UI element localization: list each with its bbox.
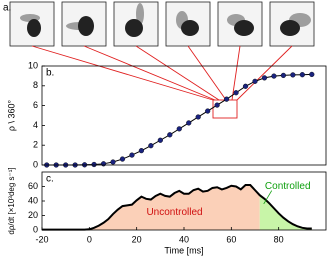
- y-tick-label: 0: [33, 159, 38, 169]
- y-tick-label: 6: [33, 100, 38, 110]
- point: [148, 143, 154, 149]
- point: [205, 108, 211, 114]
- connector: [236, 45, 293, 101]
- fly: [78, 16, 94, 36]
- region-label: Uncontrolled: [146, 207, 202, 218]
- connector: [231, 45, 241, 101]
- point: [195, 114, 201, 120]
- x-tick-label: 20: [132, 234, 142, 244]
- fly-wing: [136, 3, 144, 25]
- point: [280, 72, 287, 79]
- point: [299, 72, 305, 78]
- pointer: [263, 190, 273, 205]
- point: [129, 152, 135, 158]
- x-tick-label: -20: [35, 234, 48, 244]
- x-tick-label: 60: [226, 234, 236, 244]
- x-axis-label: Time [ms]: [164, 245, 203, 255]
- data-line: [46, 73, 312, 166]
- connector: [135, 45, 220, 101]
- point: [157, 137, 163, 143]
- point: [242, 83, 249, 89]
- connector: [31, 45, 214, 101]
- point: [119, 156, 126, 162]
- y-axis-label: dρ/dt [×10³deg s⁻¹]: [7, 167, 16, 234]
- point: [252, 78, 258, 84]
- point: [224, 96, 230, 102]
- panel-label: c.: [46, 174, 54, 185]
- point: [233, 90, 239, 96]
- point: [110, 159, 116, 165]
- point: [309, 71, 315, 78]
- connectors: [31, 45, 293, 119]
- x-tick-label: 0: [87, 234, 92, 244]
- panel-label: a.: [3, 3, 11, 14]
- x-tick-label: 40: [179, 234, 189, 244]
- region-label: Controlled: [265, 181, 311, 192]
- y-tick-label: 20: [28, 210, 38, 220]
- region: [89, 185, 260, 230]
- fly: [27, 19, 41, 37]
- connector: [83, 45, 216, 101]
- point: [167, 132, 173, 138]
- region: [259, 195, 312, 230]
- y-tick-label: 60: [28, 181, 38, 191]
- point: [214, 102, 220, 108]
- fly: [125, 19, 143, 37]
- point: [91, 161, 97, 168]
- fly: [280, 20, 300, 36]
- y-tick-label: 8: [33, 80, 38, 90]
- y-tick-label: 0: [33, 224, 38, 234]
- y-tick-label: 40: [28, 195, 38, 205]
- plot-frame: [41, 65, 327, 166]
- point: [176, 126, 182, 132]
- panel-label: b.: [46, 68, 54, 79]
- y-tick-label: 2: [33, 140, 38, 150]
- data-line: [42, 184, 312, 231]
- point: [271, 73, 277, 79]
- image-panel: a.: [3, 1, 315, 47]
- fly: [181, 20, 199, 36]
- y-tick-label: 4: [33, 120, 38, 130]
- x-tick-label: 80: [274, 234, 284, 244]
- point: [261, 75, 268, 81]
- y-tick-label: 10: [28, 60, 38, 70]
- point: [290, 72, 296, 78]
- fly: [234, 20, 254, 36]
- point: [100, 161, 107, 167]
- point: [186, 120, 192, 126]
- connector: [187, 45, 227, 101]
- point: [138, 148, 145, 154]
- y-axis-label: ρ \ 360°: [6, 99, 16, 131]
